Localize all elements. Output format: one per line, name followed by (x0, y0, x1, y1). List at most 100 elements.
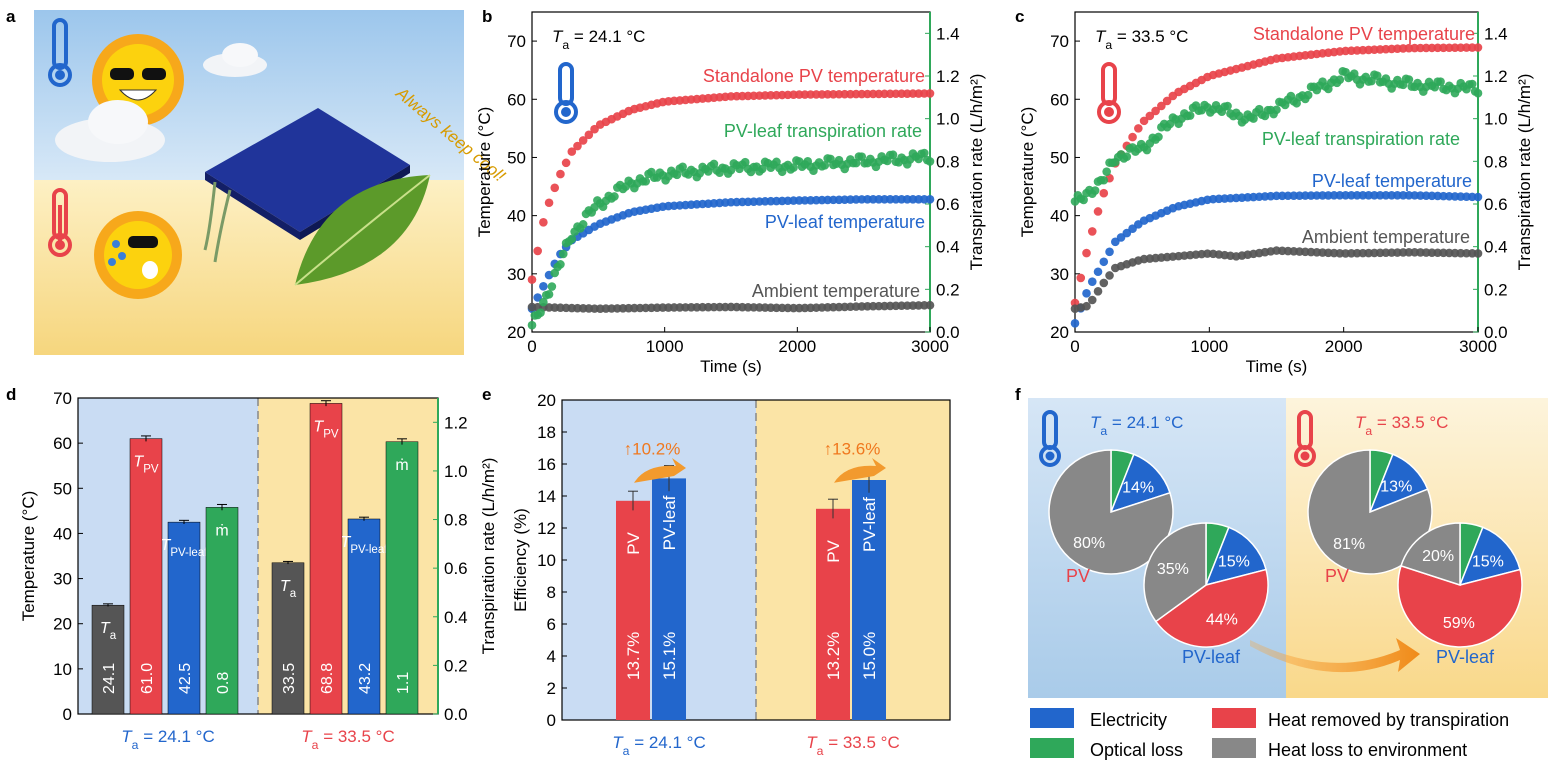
series-standalone-pv-temperature (1070, 43, 1483, 308)
data-point (1185, 111, 1195, 120)
group-label: Ta = 24.1 °C (121, 727, 214, 752)
bar-name-label: PV (624, 531, 643, 554)
bar-name-label: Ta (100, 620, 117, 642)
bar (129, 438, 163, 715)
data-point (1162, 96, 1172, 106)
panel-letter-c: c (1015, 7, 1024, 26)
data-point (539, 281, 548, 291)
y2-tick-label: 1.0 (1484, 110, 1508, 129)
legend-label: Optical loss (1090, 740, 1183, 760)
legend-label: Heat removed by transpiration (1268, 710, 1509, 730)
thermometer-bulb (1097, 100, 1121, 124)
group-label-sub: a (312, 738, 319, 752)
data-point (539, 297, 548, 307)
group-label-rest: = 33.5 °C (318, 727, 394, 746)
legend-label: Heat loss to environment (1268, 740, 1467, 760)
bar-value-label: 42.5 (177, 663, 194, 694)
bar (616, 500, 650, 720)
data-point (1102, 167, 1111, 176)
data-point (1082, 289, 1091, 298)
increase-arrow-icon (834, 458, 886, 483)
data-point (1082, 301, 1091, 311)
bar-name-label-sub: a (110, 630, 117, 642)
group-label-rest: = 33.5 °C (1372, 413, 1448, 432)
leaf-icon (294, 174, 431, 286)
hot-thermometer-icon (1097, 62, 1121, 124)
y-tick-label: 60 (507, 90, 526, 109)
panel-letter-a: a (6, 7, 16, 26)
data-point (740, 157, 750, 167)
y2-tick-label: 1.2 (1484, 67, 1508, 86)
group-label-rest: = 24.1 °C (138, 727, 214, 746)
group-label-sub: a (1100, 424, 1107, 438)
x-tick-label: 2000 (778, 337, 816, 356)
transition-arrow-icon (1250, 638, 1420, 673)
y2-tick-label: 0.8 (444, 511, 468, 530)
increase-label: ↑10.2% (624, 439, 681, 458)
y-tick-label: 20 (53, 615, 72, 634)
group-label-sub: a (623, 744, 630, 758)
data-point (1404, 75, 1414, 84)
hot-thermometer-icon (48, 188, 72, 257)
y-tick-label: 60 (1050, 90, 1069, 109)
y2-tick-label: 0.0 (936, 323, 960, 342)
hot-thermometer-icon (1294, 410, 1316, 467)
bar-name-label: PV (824, 539, 843, 562)
data-point (1145, 111, 1155, 121)
bar-value-label: 13.2% (824, 632, 843, 680)
data-point (1076, 273, 1086, 283)
x-tick-label: 0 (1070, 337, 1079, 356)
data-point (1087, 277, 1097, 287)
x-tick-label: 0 (527, 337, 536, 356)
bar-value-label: 15.1% (660, 632, 679, 680)
data-point (857, 152, 867, 161)
data-point (1473, 249, 1483, 258)
y2-axis-label: Transpiration rate (L/h/m²) (1515, 74, 1534, 271)
legend-swatch (1212, 708, 1256, 728)
x-axis-label: Time (s) (700, 357, 762, 376)
group-label-sub: a (132, 738, 139, 752)
pie-name-label: PV-leaf (1182, 647, 1241, 667)
y2-tick-label: 0.0 (444, 705, 468, 724)
data-point (789, 163, 798, 172)
group-label-sym: T (806, 733, 818, 752)
data-point (851, 158, 861, 168)
thermometer-fill (1045, 451, 1055, 461)
y2-axis-label: Transpiration rate (L/h/m²) (967, 74, 986, 271)
group-label-rest: = 24.1 °C (629, 733, 705, 752)
group-label-sym: T (1090, 413, 1102, 432)
group-label-sym: T (301, 727, 313, 746)
pie-pv: 13% 81% (1307, 449, 1433, 575)
cold-thermometer-icon (48, 18, 72, 87)
data-point (1093, 207, 1103, 216)
y-tick-label: 10 (537, 551, 556, 570)
data-point (533, 246, 542, 256)
y-axis-label: Efficiency (%) (511, 508, 530, 612)
group-label: Ta = 33.5 °C (806, 733, 899, 758)
y2-tick-label: 1.0 (444, 462, 468, 481)
panel-b-chart: 0 1000 2000 3000 20 30 40 50 60 70 0.0 0.2 0.4 0.6 0.8… (475, 11, 986, 376)
y2-tick-label: 0.2 (444, 656, 468, 675)
bar-value-label: 68.8 (319, 663, 336, 694)
data-point (1087, 227, 1097, 236)
y-tick-label: 20 (1050, 323, 1069, 342)
pie-pv-leaf: 15% 44% 35% (1143, 522, 1269, 648)
group-label-sym: T (612, 733, 624, 752)
increase-arrow-icon (634, 458, 686, 483)
group-label-sym: T (1355, 413, 1367, 432)
data-point (1303, 90, 1313, 100)
series-pv-leaf-transpiration-rate (1070, 67, 1483, 206)
hot-sun-icon (94, 211, 182, 299)
panel-letter-b: b (482, 7, 492, 26)
y-tick-label: 50 (1050, 148, 1069, 167)
y-axis-label: Temperature (°C) (475, 107, 494, 238)
ambient-temperature-annotation: Ta = 33.5 °C (1095, 27, 1188, 52)
data-point (1128, 132, 1137, 142)
pie-slice (1458, 526, 1521, 587)
data-point (1367, 76, 1376, 86)
y2-tick-label: 1.0 (936, 110, 960, 129)
thermometer-fill (1300, 451, 1310, 461)
y-tick-label: 70 (507, 32, 526, 51)
bar-name-label-sym: T (100, 620, 111, 637)
